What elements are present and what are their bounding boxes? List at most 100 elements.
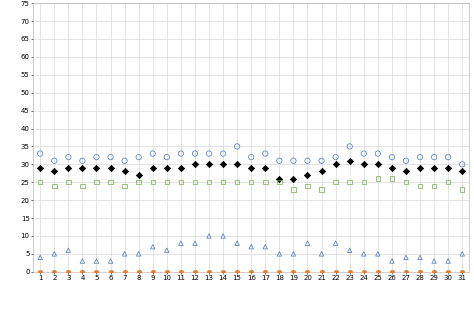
Point: [219, 269, 227, 274]
Point: [219, 234, 227, 239]
Point: [374, 176, 382, 181]
Point: [107, 180, 114, 185]
Point: [318, 187, 325, 192]
Point: [388, 176, 396, 181]
Point: [262, 269, 269, 274]
Point: [290, 158, 297, 163]
Point: [416, 183, 424, 188]
Point: [304, 183, 311, 188]
Point: [247, 180, 255, 185]
Point: [247, 155, 255, 160]
Point: [374, 251, 382, 256]
Point: [64, 269, 72, 274]
Point: [402, 180, 410, 185]
Point: [402, 269, 410, 274]
Point: [177, 165, 185, 170]
Point: [332, 162, 339, 167]
Point: [51, 158, 58, 163]
Point: [191, 162, 199, 167]
Point: [430, 258, 438, 264]
Point: [121, 158, 128, 163]
Point: [290, 176, 297, 181]
Point: [149, 151, 156, 156]
Point: [290, 187, 297, 192]
Point: [135, 155, 143, 160]
Point: [360, 251, 367, 256]
Point: [107, 258, 114, 264]
Point: [275, 176, 283, 181]
Point: [205, 234, 213, 239]
Point: [374, 151, 382, 156]
Point: [149, 269, 156, 274]
Point: [205, 180, 213, 185]
Point: [163, 155, 171, 160]
Point: [290, 251, 297, 256]
Point: [177, 180, 185, 185]
Point: [36, 269, 44, 274]
Point: [191, 180, 199, 185]
Point: [360, 151, 367, 156]
Point: [318, 158, 325, 163]
Point: [388, 269, 396, 274]
Point: [51, 269, 58, 274]
Point: [332, 269, 339, 274]
Point: [332, 240, 339, 246]
Point: [444, 165, 452, 170]
Point: [233, 162, 241, 167]
Point: [444, 155, 452, 160]
Point: [36, 255, 44, 260]
Point: [163, 165, 171, 170]
Point: [262, 244, 269, 249]
Point: [79, 258, 86, 264]
Point: [121, 269, 128, 274]
Point: [149, 180, 156, 185]
Point: [163, 248, 171, 253]
Point: [163, 180, 171, 185]
Point: [304, 269, 311, 274]
Point: [205, 151, 213, 156]
Point: [121, 183, 128, 188]
Point: [233, 269, 241, 274]
Point: [346, 248, 354, 253]
Point: [64, 165, 72, 170]
Point: [177, 151, 185, 156]
Point: [205, 269, 213, 274]
Point: [233, 180, 241, 185]
Point: [93, 155, 100, 160]
Point: [64, 180, 72, 185]
Point: [304, 240, 311, 246]
Point: [36, 151, 44, 156]
Point: [388, 155, 396, 160]
Point: [332, 180, 339, 185]
Point: [64, 248, 72, 253]
Point: [346, 269, 354, 274]
Point: [458, 251, 466, 256]
Point: [163, 269, 171, 274]
Point: [346, 180, 354, 185]
Point: [430, 269, 438, 274]
Point: [262, 151, 269, 156]
Point: [149, 165, 156, 170]
Point: [374, 269, 382, 274]
Point: [107, 269, 114, 274]
Point: [79, 269, 86, 274]
Point: [135, 173, 143, 178]
Point: [458, 162, 466, 167]
Point: [416, 255, 424, 260]
Point: [107, 155, 114, 160]
Point: [205, 162, 213, 167]
Point: [275, 269, 283, 274]
Point: [318, 251, 325, 256]
Point: [36, 180, 44, 185]
Point: [416, 165, 424, 170]
Point: [79, 183, 86, 188]
Point: [219, 180, 227, 185]
Point: [416, 155, 424, 160]
Point: [79, 158, 86, 163]
Point: [191, 240, 199, 246]
Point: [402, 169, 410, 174]
Point: [233, 144, 241, 149]
Point: [430, 183, 438, 188]
Point: [430, 155, 438, 160]
Point: [262, 180, 269, 185]
